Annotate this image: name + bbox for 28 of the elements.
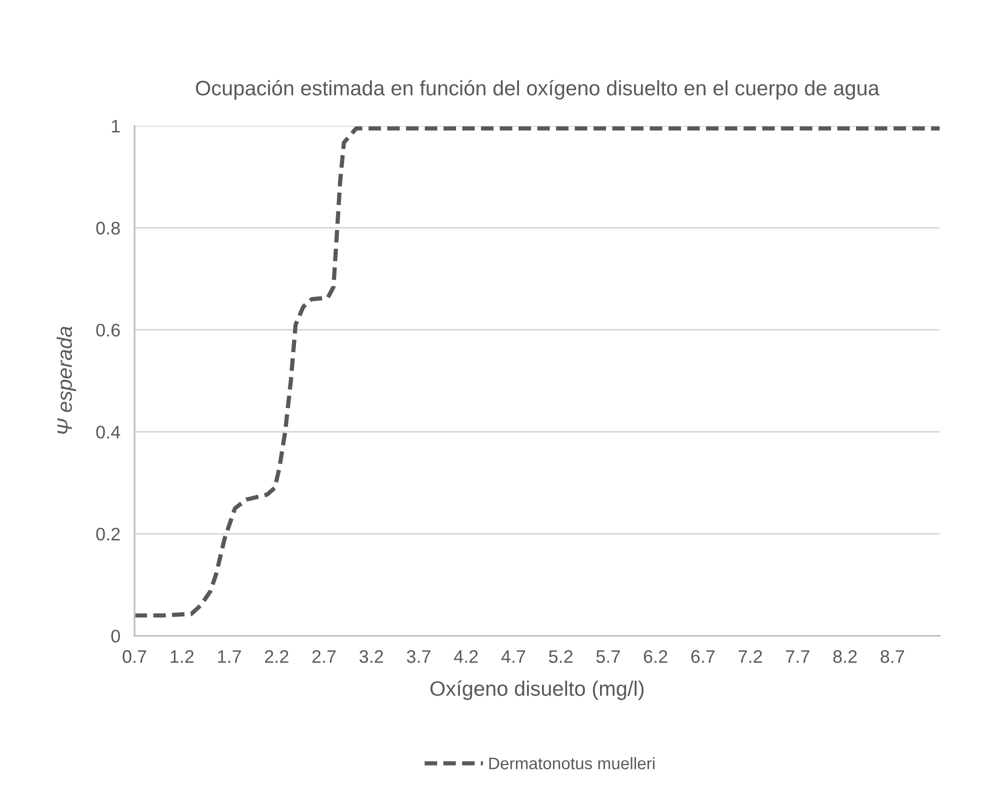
- y-tick-label: 0.8: [96, 222, 120, 235]
- x-tick-label: 0.7: [122, 650, 146, 663]
- x-tick-label: 1.2: [170, 650, 194, 663]
- line-series: [134, 126, 940, 618]
- x-tick-label: 5.2: [549, 650, 572, 663]
- x-tick-label: 4.7: [501, 650, 526, 663]
- x-tick-label: 8.7: [880, 650, 904, 663]
- y-tick-label: 0.2: [96, 528, 120, 541]
- x-tick-label: 2.2: [264, 650, 288, 663]
- y-tick-label: 0.6: [96, 324, 120, 337]
- x-tick-label: 4.2: [454, 650, 478, 663]
- y-tick-label: 1: [112, 120, 120, 132]
- chart-title: Ocupación estimada en función del oxígeno disuelto en el cuerpo de agua: [196, 80, 880, 100]
- legend-label: Dermatonotus muelleri: [489, 757, 654, 770]
- x-tick-label: 2.7: [312, 650, 336, 663]
- x-tick-label: 8.2: [833, 650, 857, 663]
- x-tick-label: 7.7: [786, 650, 810, 663]
- x-tick-label: 1.7: [218, 650, 241, 663]
- y-axis-title: Ψ esperada: [56, 326, 76, 434]
- y-tick-label: 0.4: [96, 426, 120, 439]
- x-tick-label: 3.2: [360, 650, 384, 663]
- x-tick-label: 6.2: [644, 650, 668, 663]
- y-tick-label: 0: [111, 630, 120, 643]
- x-tick-label: 3.7: [406, 650, 430, 663]
- x-tick-label: 5.7: [596, 650, 620, 663]
- x-axis-title: Oxígeno disuelto (mg/l): [430, 680, 644, 700]
- x-tick-label: 6.7: [691, 650, 715, 663]
- x-tick-label: 7.2: [738, 650, 762, 663]
